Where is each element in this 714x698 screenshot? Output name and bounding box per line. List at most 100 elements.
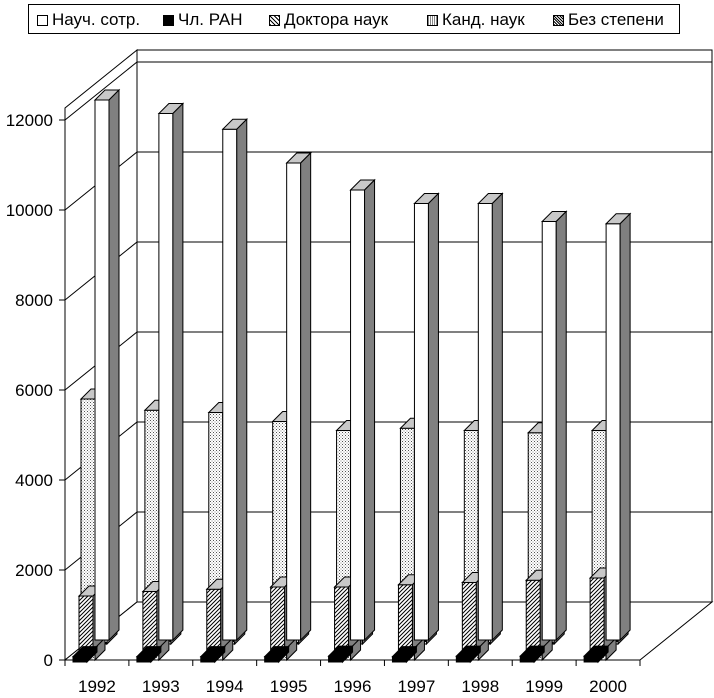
legend-item-kand: Канд. наук [427, 10, 525, 30]
bar-side [405, 645, 417, 664]
bar-front [136, 656, 152, 663]
legend-swatch-icon [427, 14, 438, 26]
y-tick-label: 10000 [6, 201, 53, 220]
x-tick-label: 1998 [461, 677, 499, 696]
bar-Чл. РАН-1996 [327, 644, 354, 664]
bar-side [278, 645, 290, 664]
y-tick-label: 4000 [15, 471, 53, 490]
legend-label: Науч. сотр. [52, 10, 141, 29]
bar-front [541, 221, 557, 641]
bar-front [270, 586, 286, 651]
x-tick-label: 1995 [270, 677, 308, 696]
bar-front [519, 655, 535, 663]
bar-front [413, 203, 429, 641]
bar-front [78, 595, 94, 651]
legend-item-nauch-sotr: Науч. сотр. [37, 10, 140, 30]
bar-front [350, 189, 366, 641]
bar-Науч. сотр.-1993 [157, 102, 185, 642]
bar-front [72, 656, 88, 663]
bar-front [264, 656, 280, 663]
bar-side [150, 645, 162, 664]
x-tick-label: 1994 [206, 677, 244, 696]
bar-side [491, 192, 503, 642]
legend-label: Доктора наук [284, 10, 389, 29]
x-tick-label: 1997 [397, 677, 435, 696]
bar-side [619, 212, 631, 642]
gridline [64, 61, 712, 121]
bar-front [583, 655, 599, 663]
legend-swatch-icon [553, 14, 564, 26]
bar-Науч. сотр.-1999 [541, 210, 568, 642]
x-tick-label: 1992 [78, 677, 116, 696]
bar-front [222, 128, 238, 641]
bar-front [94, 99, 110, 641]
legend-item-bez-stepeni: Без степени [553, 10, 664, 30]
bar-front [525, 579, 541, 651]
bar-side [86, 645, 98, 664]
y-tick-label: 12000 [6, 111, 53, 130]
bar-side [364, 178, 376, 642]
bar-side [597, 644, 609, 664]
bar-side [236, 118, 248, 642]
bar-front [477, 203, 493, 641]
bar-front [158, 113, 174, 641]
bar-Чл. РАН-2000 [582, 644, 610, 664]
legend-swatch-icon [163, 14, 174, 26]
bar-side [469, 644, 481, 664]
bar-Науч. сотр.-2000 [604, 212, 632, 642]
y-tick-label: 6000 [15, 381, 53, 400]
bar-side [342, 644, 354, 664]
bar-Науч. сотр.-1996 [349, 178, 376, 642]
legend-swatch-icon [37, 14, 48, 26]
bar-side [214, 645, 226, 664]
bar-side [172, 102, 184, 642]
gridline [64, 151, 712, 211]
bar-front [461, 582, 477, 651]
bar-Науч. сотр.-1995 [285, 151, 312, 642]
x-tick-label: 1993 [142, 677, 180, 696]
y-tick-label: 8000 [15, 291, 53, 310]
bar-front [455, 655, 471, 663]
bar-side [533, 644, 545, 664]
bar-front [397, 584, 413, 651]
bar-Науч. сотр.-1992 [93, 88, 121, 642]
bar-front [334, 586, 350, 651]
bar-Чл. РАН-1997 [391, 645, 418, 664]
legend-label: Канд. наук [442, 10, 525, 29]
bar-front [589, 577, 605, 651]
bar-front [286, 162, 302, 641]
bar-side [300, 151, 312, 642]
bar-Науч. сотр.-1997 [413, 192, 440, 642]
x-tick-label: 1996 [334, 677, 372, 696]
bar-side [555, 210, 567, 642]
bar-front [328, 655, 344, 663]
gridline [64, 241, 712, 301]
x-tick-label: 1999 [525, 677, 563, 696]
legend-label: Чл. РАН [178, 10, 243, 29]
bar-front [391, 656, 407, 663]
bar-side [108, 88, 120, 642]
legend-swatch-icon [269, 14, 280, 26]
bar-Чл. РАН-1995 [263, 645, 290, 664]
gridline [64, 331, 712, 391]
y-tick-label: 2000 [15, 561, 53, 580]
bar-Чл. РАН-1993 [135, 645, 163, 664]
legend-item-doktora: Доктора наук [269, 10, 388, 30]
legend: Науч. сотр. Чл. РАН Доктора наук Канд. н… [28, 4, 680, 34]
x-tick-label: 2000 [589, 677, 627, 696]
bar-front [605, 223, 621, 641]
bar-front [200, 656, 216, 663]
bar-Чл. РАН-1994 [199, 645, 226, 664]
bar-Чл. РАН-1998 [455, 644, 482, 664]
bar-Науч. сотр.-1998 [477, 192, 504, 642]
bar-Чл. РАН-1999 [519, 644, 546, 664]
legend-item-chl-ran: Чл. РАН [163, 10, 243, 30]
legend-label: Без степени [568, 10, 664, 29]
bar-Науч. сотр.-1994 [221, 118, 248, 642]
bar-front [142, 591, 158, 651]
bar-side [427, 192, 439, 642]
y-tick-label: 0 [44, 651, 53, 670]
bar-front [206, 588, 222, 651]
